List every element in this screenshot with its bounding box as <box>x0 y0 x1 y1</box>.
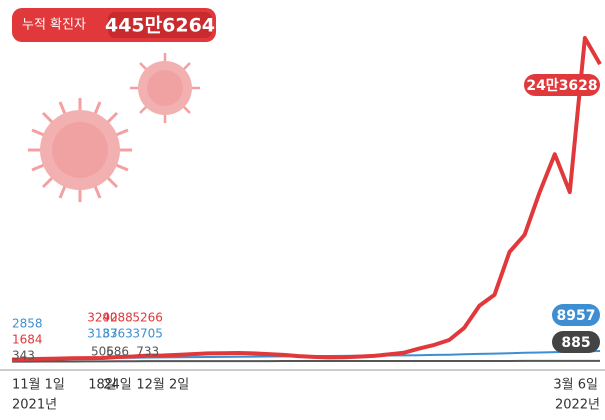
data-label: 586 <box>106 345 129 359</box>
x-tick-label: 18일 <box>88 378 117 393</box>
end-label: 24만3628 <box>526 78 597 94</box>
data-label: 3705 <box>132 327 163 341</box>
data-label: 343 <box>12 349 35 363</box>
virus-decoration <box>28 53 200 202</box>
series-line <box>11 36 602 362</box>
end-label-pill <box>552 331 600 353</box>
data-label: 733 <box>136 345 159 359</box>
badge-label: 누적 확진자 <box>22 18 86 33</box>
badge-inner <box>108 12 212 38</box>
data-label: 1684 <box>12 333 43 347</box>
data-label: 3187 <box>87 327 118 341</box>
data-label: 3363 <box>102 327 133 341</box>
end-label-pill <box>552 304 600 326</box>
badge-value: 445만6264 <box>105 15 215 37</box>
x-tick-label: 11월 1일 <box>12 378 65 393</box>
end-label-pill <box>524 74 600 96</box>
data-label: 3292 <box>87 311 118 325</box>
data-label: 5266 <box>132 311 163 325</box>
x-tick-label: 3월 6일 <box>553 378 598 393</box>
x-tick-label: 12월 2일 <box>136 378 189 393</box>
x-tick-label: 24일 <box>103 378 132 393</box>
end-label: 8957 <box>557 308 596 324</box>
end-label: 885 <box>561 335 590 351</box>
year-label: 2021년 <box>12 398 57 413</box>
data-label: 4088 <box>102 311 133 325</box>
year-label: 2022년 <box>555 398 600 413</box>
data-label: 506 <box>91 345 114 359</box>
series-line <box>12 359 600 363</box>
data-label: 2858 <box>12 317 43 331</box>
